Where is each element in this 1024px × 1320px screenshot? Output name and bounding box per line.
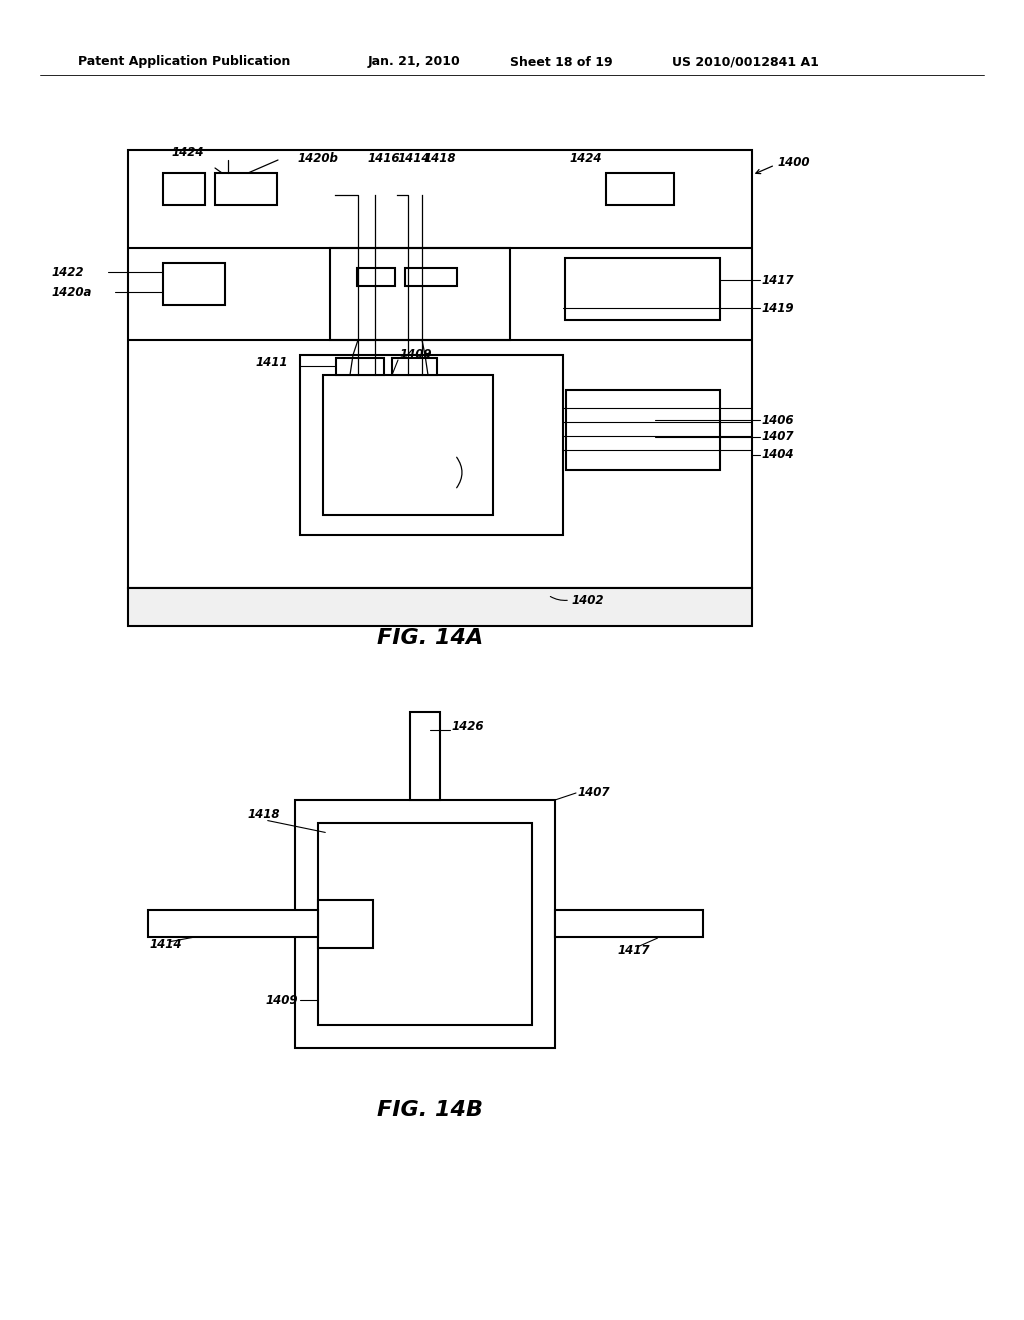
Bar [566, 389, 720, 470]
Text: 1409: 1409 [265, 994, 298, 1006]
Text: 1400: 1400 [778, 156, 811, 169]
Text: 1404: 1404 [762, 449, 795, 462]
Text: 1409: 1409 [400, 348, 432, 362]
Text: Jan. 21, 2010: Jan. 21, 2010 [368, 55, 461, 69]
Text: 1417: 1417 [618, 944, 650, 957]
Text: 1406: 1406 [762, 413, 795, 426]
Bar [336, 358, 384, 375]
Bar [330, 248, 510, 341]
Text: Patent Application Publication: Patent Application Publication [78, 55, 291, 69]
Text: 1414: 1414 [150, 939, 182, 952]
Bar [148, 909, 318, 937]
Bar [357, 268, 395, 286]
Bar [318, 822, 532, 1026]
Text: 1417: 1417 [762, 273, 795, 286]
Bar [300, 355, 563, 535]
Text: 1416: 1416 [368, 152, 400, 165]
Text: 1420a: 1420a [52, 285, 92, 298]
Text: FIG. 14A: FIG. 14A [377, 628, 483, 648]
Bar [163, 263, 225, 305]
Text: 1424: 1424 [172, 145, 205, 158]
Bar [215, 173, 278, 205]
Text: FIG. 14B: FIG. 14B [377, 1100, 483, 1119]
Bar [410, 711, 440, 800]
Text: 1424: 1424 [570, 152, 602, 165]
Text: 1407: 1407 [578, 787, 610, 800]
Text: 1426: 1426 [452, 719, 484, 733]
Bar [318, 900, 373, 948]
Text: US 2010/0012841 A1: US 2010/0012841 A1 [672, 55, 819, 69]
Bar [406, 268, 457, 286]
Text: 1419: 1419 [762, 301, 795, 314]
Text: 1414: 1414 [398, 152, 430, 165]
Bar [606, 173, 674, 205]
Bar [128, 587, 752, 626]
Text: 1407: 1407 [762, 430, 795, 444]
Text: 1422: 1422 [52, 265, 85, 279]
Text: 1420b: 1420b [298, 152, 339, 165]
Bar [555, 909, 703, 937]
Text: 1418: 1418 [424, 152, 457, 165]
Bar [163, 173, 205, 205]
Text: Sheet 18 of 19: Sheet 18 of 19 [510, 55, 612, 69]
Bar [323, 375, 493, 515]
Text: 1418: 1418 [248, 808, 281, 821]
Bar [295, 800, 555, 1048]
Bar [565, 257, 720, 319]
Bar [392, 358, 437, 375]
Bar [128, 150, 752, 587]
Text: 1402: 1402 [572, 594, 604, 606]
Text: 1411: 1411 [255, 355, 288, 368]
